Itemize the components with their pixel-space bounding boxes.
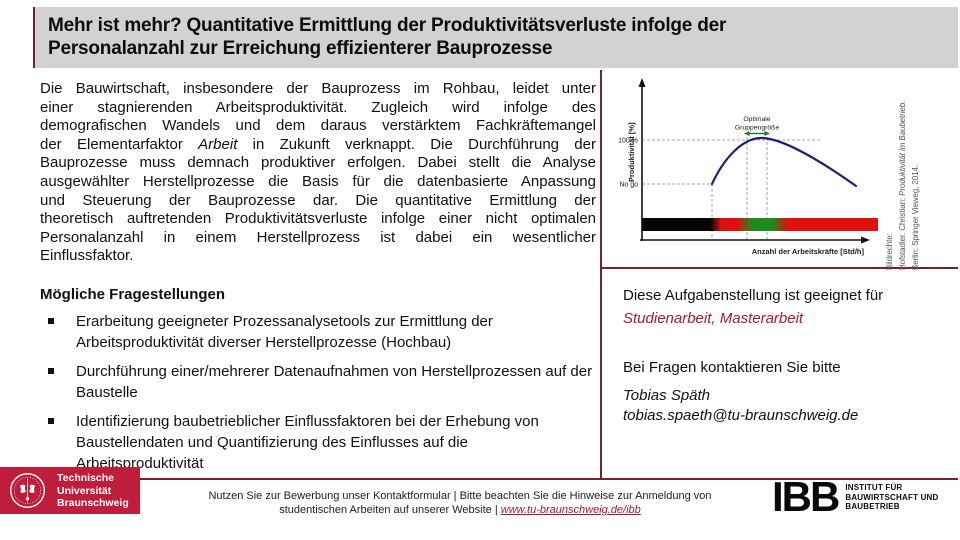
title-bar: Mehr ist mehr? Quantitative Ermittlung d… [35,7,958,68]
credit-source: Hofstadler, Christian: Produktivität im … [896,74,909,270]
bullet-text: Durchführung einer/mehrerer Datenaufnahm… [76,363,593,401]
y-axis-arrow-icon [638,78,646,87]
list-item: Durchführung einer/mehrerer Datenaufnahm… [46,361,594,403]
productivity-chart: 100 % No go Produktivität [%] Optimale G… [618,78,878,256]
intro-line: und Steuerung der Bauprozesse dar. Die q… [40,191,596,209]
ibb-institute-line: BAUWIRTSCHAFT UND [845,492,939,502]
ibb-institute-line: BAUBETRIEB [845,502,900,511]
list-item: Identifizierung baubetrieblicher Einflus… [46,411,594,474]
annotation-line2: Gruppengröße [735,125,779,132]
chart-divider-line [601,267,958,269]
ibb-logo-abbr: IBB [772,473,840,520]
tick-100: 100 % [618,138,638,145]
bullet-square-icon [48,318,54,324]
intro-line: einer stagnierenden Arbeitsproduktivität… [40,98,596,116]
suitability-intro: Diese Aufgabenstellung ist geeignet für [623,287,884,304]
intro-line: Personalanzahl in einem Herstellprozess … [40,228,596,246]
intro-line: Bauprozesse muss demnach produktiver erf… [40,154,596,172]
x-axis-label: Anzahl der Arbeitskräfte [Std/h] [752,247,865,256]
intro-text: der Elementarfaktor [40,135,199,153]
ibb-logo-institute: INSTITUT FÜR BAUWIRTSCHAFT UND BAUBETRIE… [845,480,938,512]
arrow-left-icon [744,131,750,136]
y-axis-label: Produktivität [%] [627,122,636,182]
page-title-line1: Mehr ist mehr? Quantitative Ermittlung d… [48,15,727,36]
footer-note-line1: Nutzen Sie zur Bewerbung unser Kontaktfo… [208,490,712,502]
intro-line: Einflussfaktor. [40,247,134,265]
ibb-logo: IBB INSTITUT FÜR BAUWIRTSCHAFT UND BAUBE… [772,473,939,520]
intro-line: theoretisch auftretenden Produktivitätsv… [40,210,596,228]
bullet-text: Erarbeitung geeigneter Prozessanalysetoo… [76,313,493,351]
intro-line: der Elementarfaktor Arbeit in Zukunft ve… [40,136,596,155]
contact-intro: Bei Fragen kontaktieren Sie bitte [623,359,841,376]
contact-email[interactable]: tobias.spaeth@tu-braunschweig.de [623,407,859,424]
footer-note-line2: studentischen Arbeiten auf unserer Websi… [160,503,760,517]
productivity-curve [710,136,858,188]
intro-text: in Zukunft verknappt. Die Durchführung d… [237,135,596,153]
tu-logo-line: Universität [57,484,112,497]
tu-logo-text: Technische Universität Braunschweig [57,472,129,510]
intro-line: ausgewählter Herstellprozesse die Basis … [40,172,596,190]
section-heading: Mögliche Fragestellungen [40,286,226,303]
column-divider-line [600,70,602,479]
arrow-right-icon [764,131,770,136]
annotation-line1: Optimale [743,116,770,123]
image-credit: Bildrechte: Hofstadler, Christian: Produ… [883,74,923,270]
tu-braunschweig-logo: Technische Universität Braunschweig [0,467,140,514]
bullet-square-icon [48,418,54,424]
page-title-line2: Personalanzahl zur Erreichung effiziente… [48,38,553,59]
intro-line: Die Bauwirtschaft, insbesondere der Baup… [40,80,596,97]
credit-book-title: Produktivität im Baubetrieb. [898,100,907,196]
bullet-text: Identifizierung baubetrieblicher Einflus… [76,413,539,472]
footer-divider-line [140,478,958,480]
credit-publisher: Berlin: Springer Vieweg, 2014. [911,165,920,270]
title-accent-line [33,7,35,68]
x-axis-arrow-icon [861,236,870,244]
intro-paragraph: Die Bauwirtschaft, insbesondere der Baup… [40,80,596,266]
ibb-institute-line: INSTITUT FÜR [845,483,903,492]
tu-logo-line: Braunschweig [57,497,129,509]
question-list: Erarbeitung geeigneter Prozessanalysetoo… [46,311,594,482]
zone-color-bar [642,218,878,231]
bullet-square-icon [48,368,54,374]
suitability-types: Studienarbeit, Masterarbeit [623,310,804,327]
tu-logo-line: Technische [57,472,114,484]
contact-name: Tobias Späth [623,387,711,404]
footer-note: Nutzen Sie zur Bewerbung unser Kontaktfo… [160,489,760,517]
tu-seal-icon [10,473,45,508]
intro-line: demografischen Wandels und dem daraus ve… [40,117,596,135]
page-title: Mehr ist mehr? Quantitative Ermittlung d… [48,14,726,60]
tick-nogo: No go [619,182,638,189]
website-link[interactable]: www.tu-braunschweig.de/ibb [500,504,641,516]
credit-author: Hofstadler, Christian: [898,195,907,270]
footer-note-text: studentischen Arbeiten auf unserer Websi… [279,504,501,516]
list-item: Erarbeitung geeigneter Prozessanalysetoo… [46,311,594,353]
intro-text-italic: Arbeit [198,135,238,153]
credit-label: Bildrechte: [885,233,894,270]
